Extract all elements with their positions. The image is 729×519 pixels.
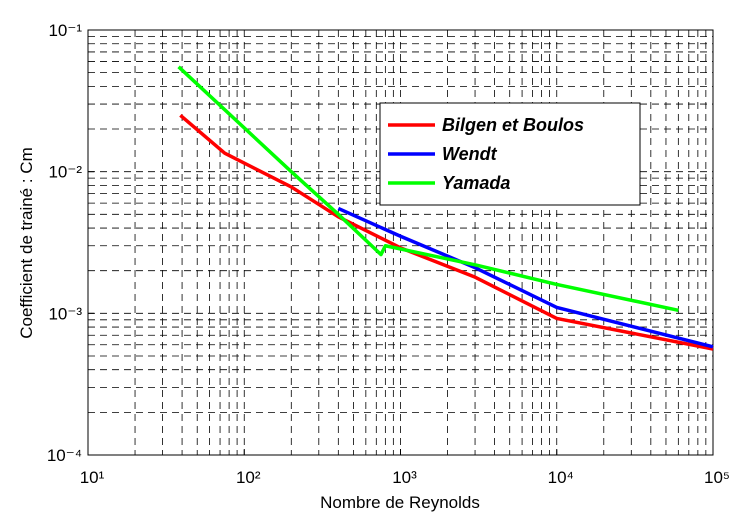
series-line	[337, 206, 714, 349]
legend-label: Yamada	[442, 173, 510, 193]
y-tick-label: 10⁻²	[48, 163, 82, 182]
x-tick-label: 10²	[236, 468, 261, 487]
x-tick-label: 10¹	[80, 468, 105, 487]
legend-label: Bilgen et Boulos	[442, 115, 584, 135]
x-tick-label: 10⁴	[548, 468, 574, 487]
x-axis-label: Nombre de Reynolds	[320, 493, 480, 512]
series-line	[177, 65, 679, 313]
legend-label: Wendt	[442, 144, 498, 164]
plot-frame	[87, 29, 714, 456]
y-tick-label: 10⁻³	[48, 304, 82, 323]
y-axis-label: Coefficient de trainé : Cm	[17, 147, 36, 339]
x-tick-label: 10⁵	[704, 468, 729, 487]
series-line	[179, 113, 714, 351]
y-tick-label: 10⁻¹	[48, 21, 82, 40]
y-tick-label: 10⁻⁴	[47, 446, 82, 465]
x-tick-label: 10³	[392, 468, 417, 487]
legend: Bilgen et Boulos Wendt Yamada	[379, 102, 641, 206]
